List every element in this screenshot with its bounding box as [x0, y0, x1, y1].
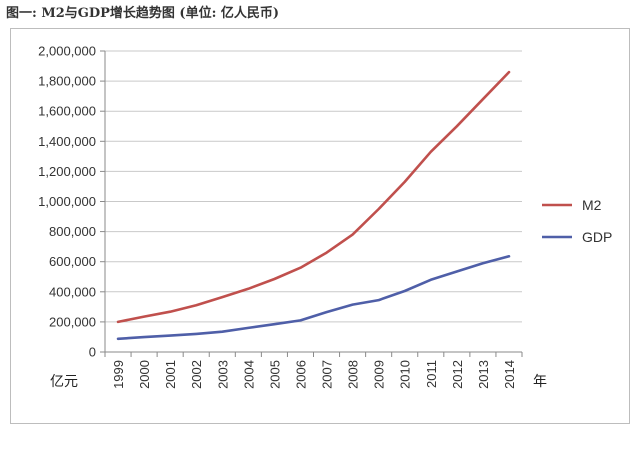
y-tick-label: 1,800,000: [38, 74, 96, 89]
y-tick-label: 400,000: [49, 284, 96, 299]
y-tick-label: 1,200,000: [38, 164, 96, 179]
y-tick-label: 1,000,000: [38, 194, 96, 209]
legend: M2 GDP: [542, 197, 612, 245]
x-tick-label: 2012: [450, 360, 465, 389]
y-tick-label: 0: [89, 345, 96, 360]
x-tick-label: 2001: [163, 360, 178, 389]
legend-label-m2: M2: [582, 197, 602, 213]
y-tick-label: 1,400,000: [38, 134, 96, 149]
y-axis-ticks: 0 200,000 400,000 600,000 800,000 1,000,000 1,…: [38, 44, 96, 360]
y-tick-label: 800,000: [49, 224, 96, 239]
chart-frame: [10, 28, 630, 424]
x-tick-label: 2003: [215, 360, 230, 389]
x-tick-label: 1999: [111, 360, 126, 389]
x-tick-label: 2013: [476, 360, 491, 389]
legend-label-gdp: GDP: [582, 229, 612, 245]
grid-lines: [100, 50, 523, 357]
series-line-gdp: [116, 254, 511, 341]
x-tick-label: 2007: [320, 360, 335, 389]
series-lines: [116, 70, 511, 341]
x-tick-label: 2006: [293, 360, 308, 389]
x-tick-label: 2002: [189, 360, 204, 389]
x-axis-ticks: 1999 2000 2001 2002 2003 2004 2005 2006 2007 2008…: [111, 360, 517, 389]
x-tick-label: 2008: [346, 360, 361, 389]
series-line-m2: [116, 70, 511, 324]
x-tick-label: 2004: [241, 360, 256, 389]
x-tick-label: 2005: [267, 360, 282, 389]
y-tick-label: 2,000,000: [38, 44, 96, 59]
y-axis-label: 亿元: [50, 374, 78, 390]
y-tick-label: 1,600,000: [38, 104, 96, 119]
x-tick-label: 2000: [137, 360, 152, 389]
y-tick-label: 200,000: [49, 314, 96, 329]
x-tick-label: 2010: [398, 360, 413, 389]
chart-caption: 图一: M2与GDP增长趋势图 (单位: 亿人民币): [6, 6, 280, 21]
x-axis-label: 年: [533, 374, 547, 390]
x-tick-label: 2011: [424, 360, 439, 388]
x-tick-label: 2009: [372, 360, 387, 389]
x-tick-label: 2014: [502, 360, 517, 389]
y-tick-label: 600,000: [49, 254, 96, 269]
